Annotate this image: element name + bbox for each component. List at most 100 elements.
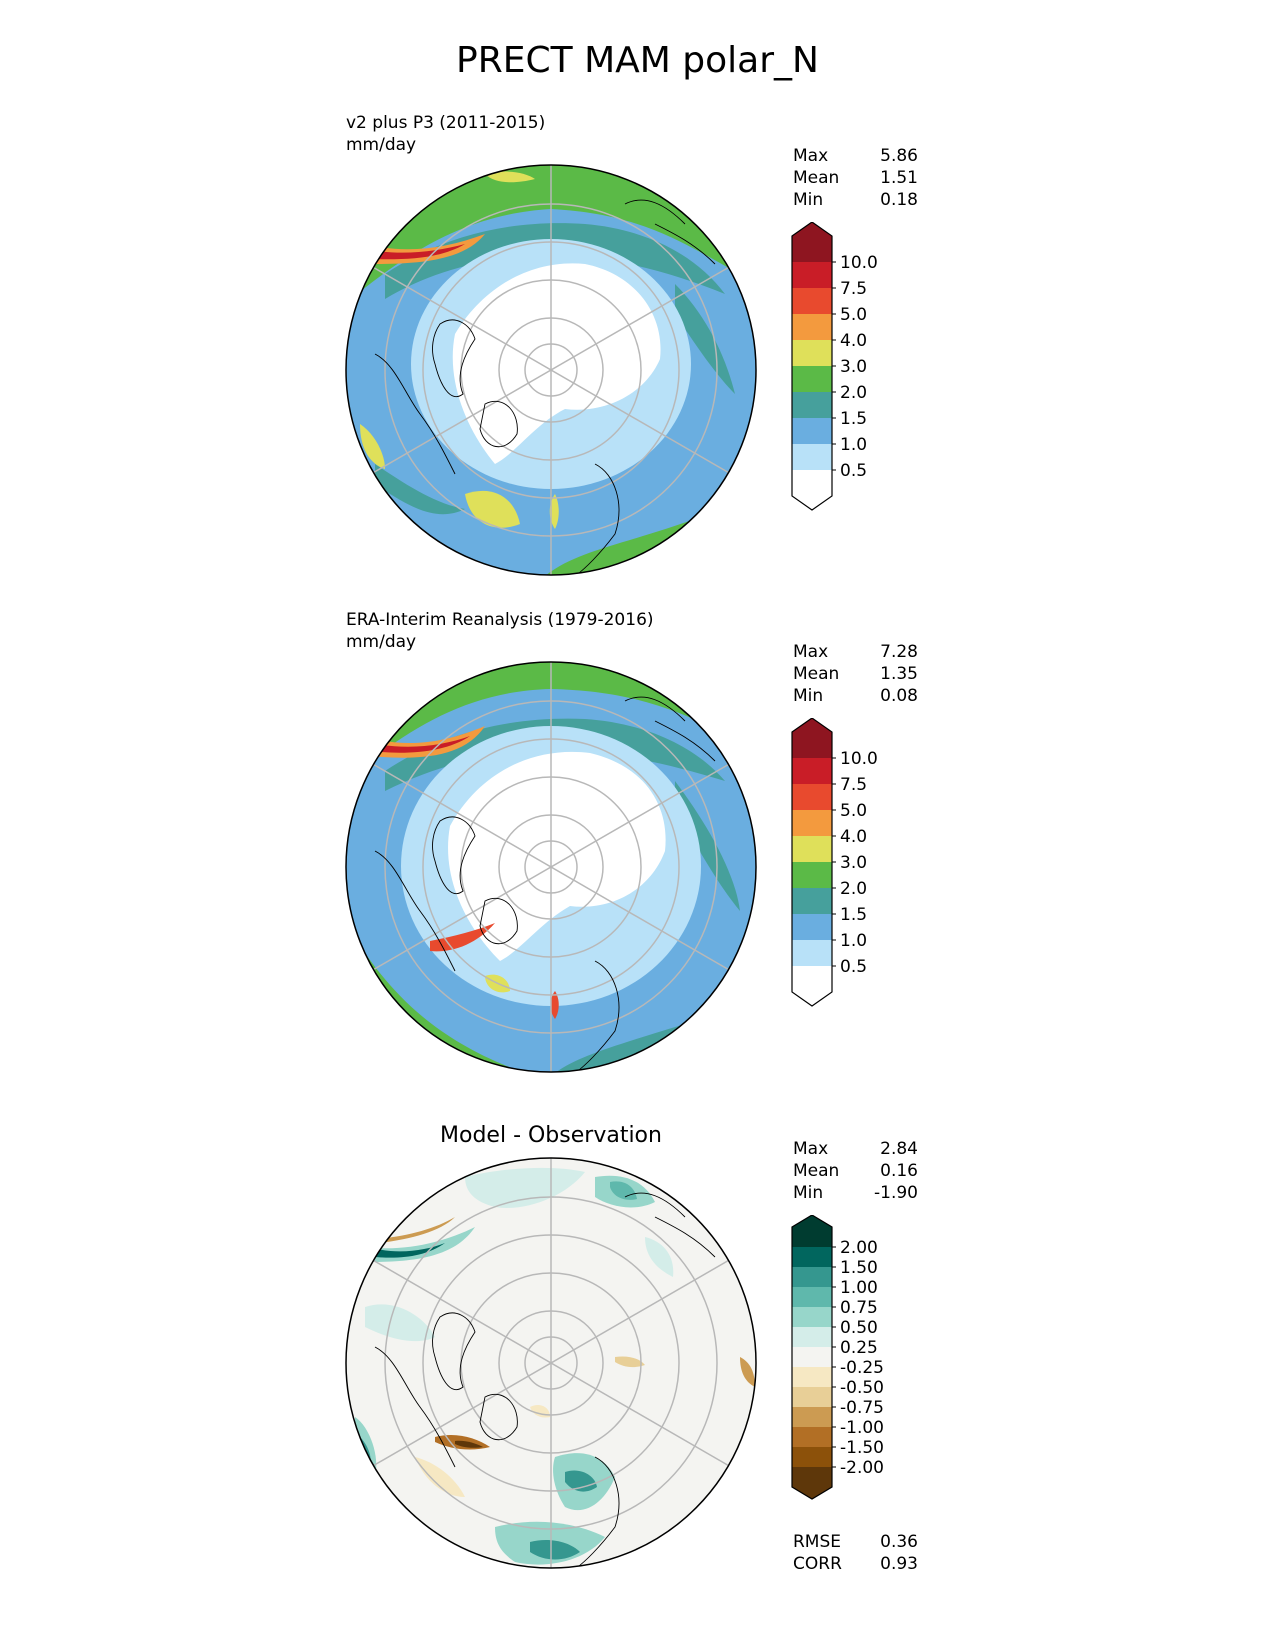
stat-mean-label: Mean	[793, 1161, 840, 1181]
panel-test-title: v2 plus P3 (2011-2015)	[346, 113, 546, 133]
colorbar-tick-label: 2.00	[840, 1238, 878, 1258]
colorbar-tick-label: 4.0	[840, 827, 867, 847]
colorbar-swatch	[792, 1467, 832, 1499]
stat-max-label: Max	[793, 146, 829, 166]
colorbar-tick-label: 0.5	[840, 957, 867, 977]
colorbar-tick-label: 1.5	[840, 409, 867, 429]
colorbar-tick-label: 1.5	[840, 905, 867, 925]
figure-title: PRECT MAM polar_N	[456, 40, 819, 81]
colorbar-swatch	[792, 758, 832, 784]
stat-min-value: 0.18	[880, 190, 918, 210]
colorbar-swatch	[792, 784, 832, 810]
panel-ref-title: ERA-Interim Reanalysis (1979-2016)	[346, 610, 654, 630]
colorbar-swatch	[792, 718, 832, 758]
colorbar-test: 10.0 7.5 5.0 4.0 3.0 2.0 1.5 1.0 0.5	[790, 221, 900, 526]
colorbar-ref: 10.0 7.5 5.0 4.0 3.0 2.0 1.5 1.0 0.5	[790, 717, 900, 1022]
colorbar-swatch	[792, 1427, 832, 1447]
colorbar-tick-label: 3.0	[840, 853, 867, 873]
colorbar-swatch	[792, 1287, 832, 1307]
colorbar-outline	[791, 221, 833, 511]
colorbar-precip-1: 10.0 7.5 5.0 4.0 3.0 2.0 1.5 1.0 0.5	[791, 221, 878, 511]
colorbar-tick-label: 5.0	[840, 801, 867, 821]
colorbar-tick-label: -1.00	[840, 1418, 884, 1438]
colorbar-swatch	[792, 862, 832, 888]
colorbar-swatch	[792, 1247, 832, 1267]
stat-mean-label: Mean	[793, 664, 840, 684]
colorbar-tick-label: 0.25	[840, 1338, 878, 1358]
colorbar-tick-label: 0.50	[840, 1318, 878, 1338]
colorbar-swatch	[792, 1367, 832, 1387]
stat-max-value: 2.84	[880, 1139, 918, 1159]
panel-test-stats: Max 5.86 Mean 1.51 Min 0.18	[793, 145, 918, 211]
colorbar-swatch	[792, 1267, 832, 1287]
colorbar-swatch	[792, 444, 832, 470]
colorbar-tick-label: 1.50	[840, 1258, 878, 1278]
colorbar-swatch	[792, 888, 832, 914]
colorbar-swatch	[792, 340, 832, 366]
colorbar-tick-label: 1.00	[840, 1278, 878, 1298]
colorbar-tick-label: 10.0	[840, 253, 878, 273]
panel-ref-stats: Max 7.28 Mean 1.35 Min 0.08	[793, 641, 918, 707]
stat-max-value: 5.86	[880, 146, 918, 166]
panel-diff-stats: Max 2.84 Mean 0.16 Min -1.90	[793, 1138, 918, 1204]
stat-min-label: Min	[793, 686, 824, 706]
colorbar-swatch	[792, 966, 832, 1006]
colorbar-tick-label: 1.0	[840, 435, 867, 455]
stat-mean-value: 1.51	[880, 168, 918, 188]
colorbar-swatch	[792, 940, 832, 966]
colorbar-tick-label: -0.75	[840, 1398, 884, 1418]
colorbar-swatch	[792, 836, 832, 862]
colorbar-tick-label: -1.50	[840, 1438, 884, 1458]
colorbar-swatch	[792, 1447, 832, 1467]
polar-map-test	[345, 164, 757, 576]
panel-ref-units: mm/day	[346, 632, 417, 652]
colorbar-swatch	[792, 262, 832, 288]
colorbar-outline	[791, 1214, 833, 1500]
stat-min-value: -1.90	[874, 1183, 918, 1203]
stat-max-label: Max	[793, 1139, 829, 1159]
colorbar-diff-svg: 2.001.501.000.750.500.25-0.25-0.50-0.75-…	[791, 1214, 884, 1500]
colorbar-swatch	[792, 222, 832, 262]
colorbar-tick-label: -0.25	[840, 1358, 884, 1378]
stat-max-value: 7.28	[880, 642, 918, 662]
colorbar-swatch	[792, 288, 832, 314]
colorbar-swatch	[792, 418, 832, 444]
colorbar-diff: 2.00 1.50 1.00 0.75 0.50 0.25 -0.25 -0.50 -0.75-…	[790, 1214, 900, 1529]
colorbar-precip-2: 10.0 7.5 5.0 4.0 3.0 2.0 1.5 1.0 0.5	[791, 717, 878, 1007]
colorbar-tick-label: 5.0	[840, 305, 867, 325]
colorbar-swatch	[792, 314, 832, 340]
stat-max-label: Max	[793, 642, 829, 662]
colorbar-swatch	[792, 914, 832, 940]
panel-diff-title: Model - Observation	[440, 1123, 662, 1148]
stat-mean-value: 1.35	[880, 664, 918, 684]
colorbar-swatch	[792, 1407, 832, 1427]
colorbar-swatch	[792, 470, 832, 510]
stat-mean-label: Mean	[793, 168, 840, 188]
colorbar-tick-label: 2.0	[840, 879, 867, 899]
metric-rmse-value: 0.36	[880, 1532, 918, 1552]
colorbar-tick-label: 7.5	[840, 279, 867, 299]
metric-corr-label: CORR	[793, 1554, 842, 1574]
colorbar-tick-label: 1.0	[840, 931, 867, 951]
panel-diff-map	[345, 1157, 757, 1569]
colorbar-swatch	[792, 1327, 832, 1347]
panel-diff-metrics: RMSE 0.36 CORR 0.93	[793, 1531, 918, 1575]
stat-min-value: 0.08	[880, 686, 918, 706]
colorbar-swatch	[792, 392, 832, 418]
colorbar-outline	[791, 717, 833, 1007]
colorbar-tick-label: 3.0	[840, 357, 867, 377]
panel-ref-map	[345, 661, 757, 1073]
colorbar-tick-label: 0.5	[840, 461, 867, 481]
colorbar-tick-label: 0.75	[840, 1298, 878, 1318]
polar-map-difference	[345, 1157, 757, 1569]
colorbar-tick-label: 2.0	[840, 383, 867, 403]
colorbar-tick-label: 7.5	[840, 775, 867, 795]
stat-mean-value: 0.16	[880, 1161, 918, 1181]
colorbar-swatch	[792, 810, 832, 836]
panel-test-units: mm/day	[346, 135, 417, 155]
colorbar-swatch	[792, 1307, 832, 1327]
colorbar-tick-label: -2.00	[840, 1458, 884, 1478]
metric-rmse-label: RMSE	[793, 1532, 842, 1552]
colorbar-swatch	[792, 366, 832, 392]
colorbar-tick-label: -0.50	[840, 1378, 884, 1398]
